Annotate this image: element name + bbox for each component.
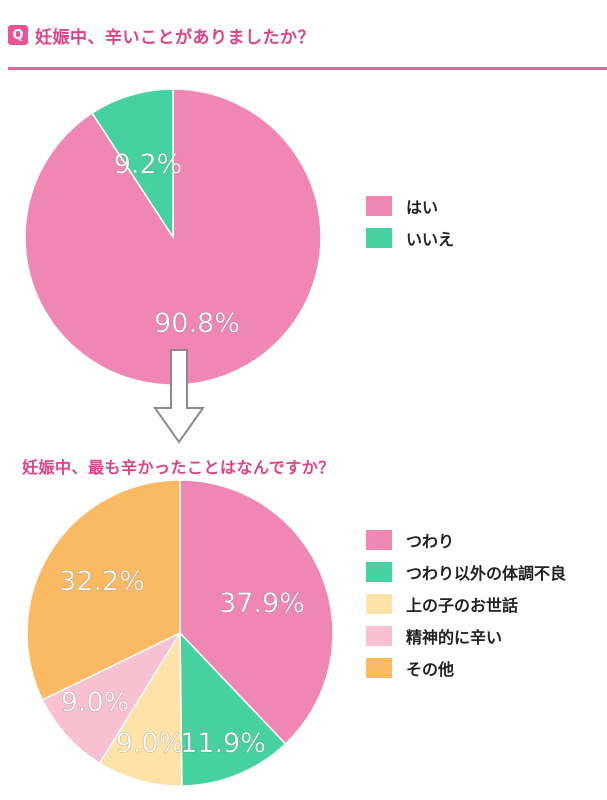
sub-question-title: 妊娠中、最も辛かったことはなんですか？ bbox=[22, 458, 335, 477]
legend-swatch bbox=[366, 228, 392, 248]
legend-swatch bbox=[366, 196, 392, 216]
legend-label: つわり bbox=[406, 532, 455, 551]
legend-label: いいえ bbox=[406, 230, 455, 249]
legend-swatch bbox=[366, 530, 392, 550]
header-divider bbox=[8, 67, 607, 70]
legend-label: 上の子のお世話 bbox=[406, 596, 519, 615]
pie-data-label: 11.9% bbox=[180, 728, 266, 759]
legend-item: いいえ bbox=[366, 228, 455, 249]
legend-item: はい bbox=[366, 196, 454, 217]
legend-item: つわり以外の体調不良 bbox=[366, 562, 567, 583]
pie-data-label: 9.2% bbox=[114, 149, 183, 180]
question-title: 妊娠中、辛いことがありましたか？ bbox=[35, 27, 315, 48]
pie-slice-1 bbox=[179, 479, 334, 745]
pie-chart-1: 90.8% 9.2% bbox=[24, 88, 322, 386]
pie-chart-2: 37.9%11.9%9.0%9.0%32.2% bbox=[26, 479, 334, 787]
pie-slice-2 bbox=[91, 88, 174, 240]
legend-swatch bbox=[366, 594, 392, 614]
legend-label: つわり以外の体調不良 bbox=[406, 564, 567, 583]
pie-slice-3 bbox=[98, 630, 183, 787]
pie-slice-2 bbox=[179, 631, 287, 787]
pie-slice-5 bbox=[26, 479, 181, 701]
pie-data-label: 9.0% bbox=[61, 687, 130, 718]
legend-swatch bbox=[366, 562, 392, 582]
legend-label: 精神的に辛い bbox=[406, 628, 503, 647]
legend-swatch bbox=[366, 626, 392, 646]
legend-swatch bbox=[366, 658, 392, 678]
legend-item: 精神的に辛い bbox=[366, 626, 566, 647]
pie-data-label: 32.2% bbox=[59, 566, 145, 597]
legend-item: その他 bbox=[366, 658, 566, 679]
pie-data-label: 9.0% bbox=[116, 728, 185, 759]
legend-1: はい いいえ bbox=[366, 196, 454, 260]
legend-item: つわり bbox=[366, 530, 566, 551]
pie-data-label: 90.8% bbox=[154, 308, 240, 339]
pie-slice-4 bbox=[41, 631, 182, 765]
legend-2: つわりつわり以外の体調不良 上の子のお世話 精神的に辛い その他 bbox=[366, 530, 566, 690]
legend-item: 上の子のお世話 bbox=[366, 594, 566, 615]
pie-data-label: 37.9% bbox=[219, 588, 305, 619]
legend-label: その他 bbox=[406, 660, 455, 679]
question-header: Q 妊娠中、辛いことがありましたか？ bbox=[8, 22, 315, 48]
q-badge: Q bbox=[8, 25, 28, 45]
legend-label: はい bbox=[406, 198, 439, 217]
